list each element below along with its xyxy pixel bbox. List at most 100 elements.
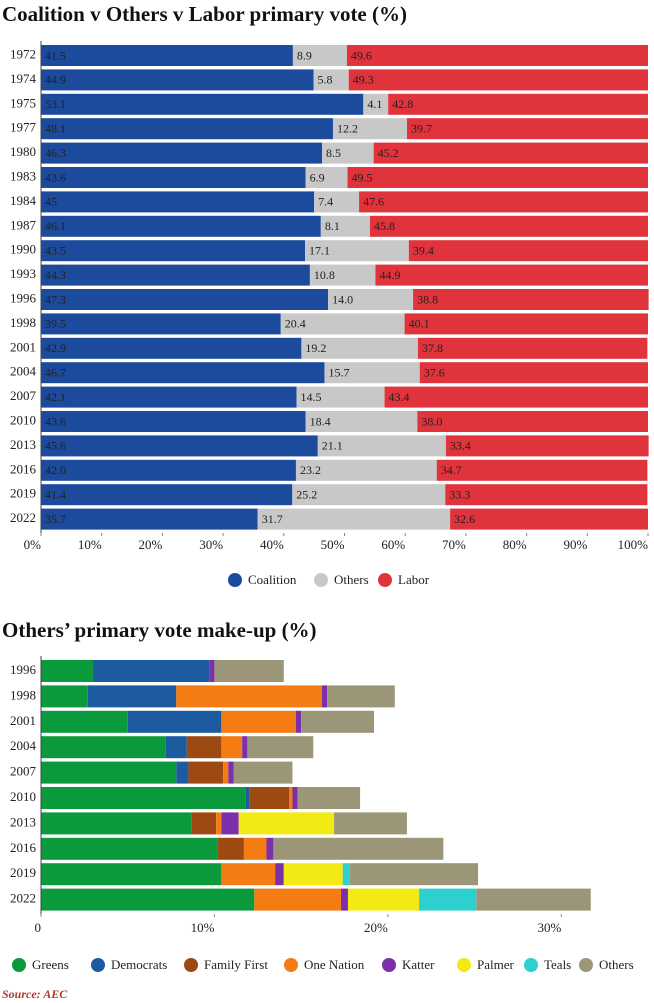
bar-segment <box>321 685 328 708</box>
bar-segment <box>41 888 255 911</box>
bar-segment <box>292 787 298 809</box>
y-tick-label: 2001 <box>10 713 36 728</box>
bar-segment <box>314 191 360 213</box>
value-label: 25.2 <box>296 487 317 501</box>
value-label: 41.5 <box>45 48 66 62</box>
value-label: 33.4 <box>450 439 471 453</box>
x-tick-label: 70% <box>442 537 466 552</box>
bar-segment <box>292 45 347 66</box>
value-label: 37.6 <box>424 365 445 379</box>
bar-segment <box>327 685 395 708</box>
y-tick-label: 2007 <box>10 388 37 403</box>
bar-segment <box>41 191 315 213</box>
bar-segment <box>41 142 323 164</box>
value-label: 8.1 <box>325 219 340 233</box>
bar-segment <box>41 240 306 262</box>
bar-segment <box>41 264 310 286</box>
value-label: 43.6 <box>45 170 66 184</box>
value-label: 48.1 <box>45 121 66 135</box>
value-label: 35.7 <box>45 512 66 526</box>
value-label: 45 <box>45 195 57 209</box>
bar-segment <box>413 289 649 310</box>
y-tick-label: 1996 <box>10 290 37 305</box>
bar-segment <box>305 240 409 262</box>
x-tick-label: 0% <box>24 537 42 552</box>
bar-segment <box>41 837 218 860</box>
value-label: 46.3 <box>45 146 66 160</box>
legend-label: Teals <box>544 957 571 972</box>
value-label: 45.2 <box>378 146 399 160</box>
bar-segment <box>445 484 648 506</box>
y-tick-label: 2019 <box>10 486 36 501</box>
y-tick-label: 2010 <box>10 412 36 427</box>
legend-label: Coalition <box>248 572 297 587</box>
bar-segment <box>41 710 128 733</box>
value-label: 38.0 <box>421 414 442 428</box>
legend-label: Family First <box>204 957 268 972</box>
bar-segment <box>191 812 217 835</box>
y-tick-label: 2004 <box>10 364 37 379</box>
bar-segment <box>436 459 648 481</box>
legend-swatch <box>228 573 242 587</box>
value-label: 47.3 <box>45 292 66 306</box>
legend-swatch <box>457 958 471 972</box>
legend-swatch <box>184 958 198 972</box>
bar-segment <box>296 386 385 408</box>
bar-segment <box>216 812 222 835</box>
value-label: 42.8 <box>392 97 413 111</box>
bar-segment <box>346 45 648 66</box>
value-label: 4.1 <box>367 97 382 111</box>
value-label: 41.4 <box>45 487 66 501</box>
x-tick-label: 0 <box>35 920 42 935</box>
x-tick-label: 30% <box>199 537 223 552</box>
bar-segment <box>41 118 333 140</box>
bar-segment <box>295 459 437 481</box>
bar-segment <box>127 710 222 733</box>
value-label: 42.0 <box>45 463 66 477</box>
value-label: 45.8 <box>374 219 395 233</box>
chart-title: Others’ primary vote make-up (%) <box>2 618 317 642</box>
bar-segment <box>209 660 215 682</box>
value-label: 5.8 <box>318 73 333 87</box>
legend-label: Palmer <box>477 957 514 972</box>
bar-segment <box>243 837 267 860</box>
bar-segment <box>217 837 244 860</box>
y-tick-label: 1974 <box>10 71 37 86</box>
value-label: 14.5 <box>301 390 322 404</box>
bar-segment <box>41 787 246 809</box>
value-label: 6.9 <box>310 170 325 184</box>
value-label: 42.9 <box>45 341 66 355</box>
x-tick-label: 40% <box>260 537 284 552</box>
bar-segment <box>249 787 290 809</box>
bar-segment <box>317 435 446 457</box>
value-label: 39.4 <box>413 243 434 257</box>
bar-segment <box>176 761 189 784</box>
bar-segment <box>273 837 444 860</box>
value-label: 44.9 <box>379 268 400 282</box>
bar-segment <box>275 863 284 886</box>
value-label: 38.8 <box>417 292 438 306</box>
bar-segment <box>404 313 648 335</box>
value-label: 49.5 <box>352 170 373 184</box>
value-label: 15.7 <box>328 365 349 379</box>
bar-segment <box>221 736 243 759</box>
bar-segment <box>41 484 293 506</box>
bar-segment <box>214 660 284 682</box>
bar-segment <box>242 736 248 759</box>
legend-swatch <box>524 958 538 972</box>
value-label: 17.1 <box>309 243 330 257</box>
legend-swatch <box>579 958 593 972</box>
bar-segment <box>445 435 649 457</box>
value-label: 45.6 <box>45 439 66 453</box>
bar-segment <box>313 69 349 91</box>
bar-segment <box>334 812 407 835</box>
bar-segment <box>186 736 222 759</box>
bar-segment <box>332 118 408 140</box>
value-label: 43.6 <box>45 414 66 428</box>
y-tick-label: 2016 <box>10 461 37 476</box>
value-label: 49.3 <box>353 73 374 87</box>
value-label: 7.4 <box>318 195 333 209</box>
bar-segment <box>292 484 446 506</box>
bar-segment <box>305 411 418 432</box>
bar-segment <box>363 93 389 115</box>
